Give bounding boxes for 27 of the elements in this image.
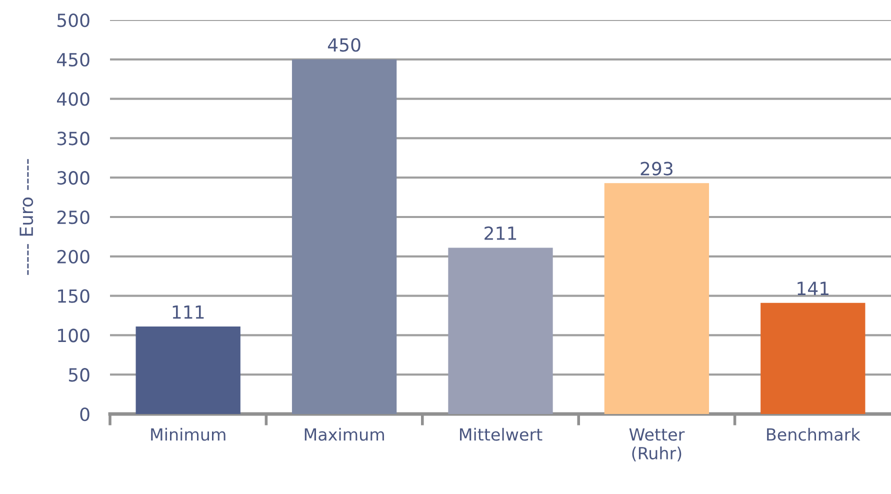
y-tick-label: 450 bbox=[56, 52, 90, 67]
bar bbox=[292, 59, 397, 414]
y-tick-label: 500 bbox=[57, 13, 90, 28]
y-tick-label: 150 bbox=[58, 289, 90, 303]
y-tick-label: 300 bbox=[57, 171, 90, 185]
data-label: 141 bbox=[798, 282, 828, 295]
y-axis-title: ----- Euro ----- bbox=[20, 159, 34, 275]
y-tick-label: 400 bbox=[56, 92, 90, 106]
bar bbox=[604, 183, 710, 414]
y-tick-label: 50 bbox=[68, 368, 90, 382]
y-tick-label: 0 bbox=[80, 407, 90, 422]
x-tick-label: Minimum bbox=[151, 428, 226, 441]
data-label: 111 bbox=[172, 305, 204, 319]
y-tick-label: 250 bbox=[57, 210, 90, 224]
x-tick-label: Benchmark bbox=[767, 428, 860, 441]
x-tick-label: Maximum bbox=[304, 428, 384, 441]
bar bbox=[760, 302, 866, 414]
bar bbox=[448, 248, 553, 414]
x-tick-label: Wetter (Ruhr) bbox=[629, 428, 685, 462]
data-label: 450 bbox=[328, 38, 360, 52]
y-tick-label: 200 bbox=[57, 250, 90, 264]
y-tick-label: 100 bbox=[58, 328, 90, 342]
x-tick-label: Mittelwert bbox=[460, 428, 542, 441]
y-tick-label: 350 bbox=[57, 132, 90, 146]
data-label: 293 bbox=[640, 162, 672, 176]
bar bbox=[136, 326, 240, 414]
data-label: 211 bbox=[484, 226, 516, 240]
